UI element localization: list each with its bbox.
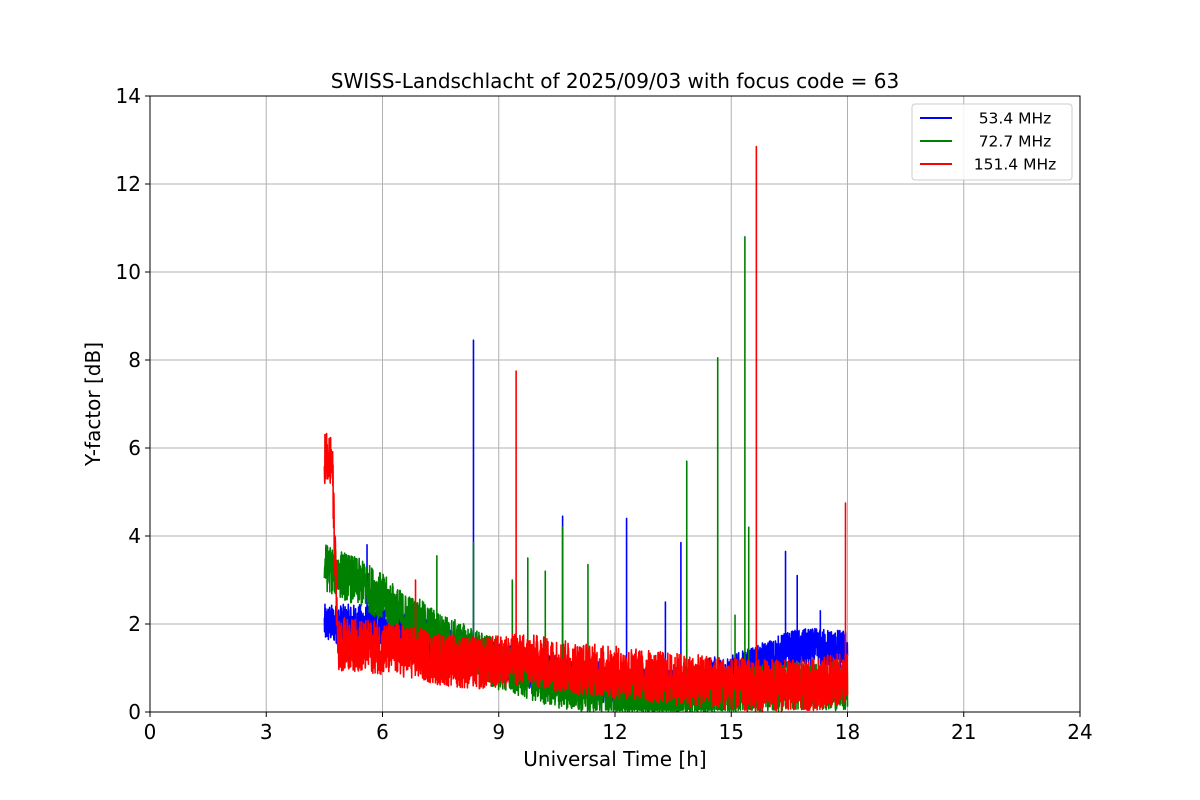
chart-title: SWISS-Landschlacht of 2025/09/03 with fo… [331, 69, 899, 93]
x-tick-label-2: 6 [376, 720, 389, 744]
x-tick-label-3: 9 [492, 720, 505, 744]
series-layer [323, 145, 849, 712]
series-line-2 [323, 145, 849, 712]
x-tick-label-8: 24 [1067, 720, 1092, 744]
legend: 53.4 MHz 72.7 MHz 151.4 MHz [911, 103, 1073, 181]
y-axis-label: Y-factor [dB] [81, 342, 105, 467]
x-tick-label-7: 21 [951, 720, 976, 744]
y-tick-label-2: 4 [128, 524, 141, 548]
y-tick-label-7: 14 [116, 84, 141, 108]
legend-label-1: 72.7 MHz [979, 133, 1052, 151]
y-tick-label-1: 2 [128, 612, 141, 636]
x-tick-label-1: 3 [260, 720, 273, 744]
y-tick-label-5: 10 [116, 260, 141, 284]
y-tick-label-4: 8 [128, 348, 141, 372]
x-tick-label-4: 12 [602, 720, 627, 744]
grid [149, 95, 1081, 713]
x-tick-label-5: 15 [719, 720, 744, 744]
x-axis-label: Universal Time [h] [523, 747, 706, 771]
x-tick-label-0: 0 [144, 720, 157, 744]
legend-label-2: 151.4 MHz [974, 156, 1056, 174]
legend-box [911, 103, 1073, 181]
x-tick-label-6: 18 [835, 720, 860, 744]
y-tick-label-6: 12 [116, 172, 141, 196]
legend-label-0: 53.4 MHz [979, 110, 1052, 128]
y-tick-label-0: 0 [128, 700, 141, 724]
y-tick-label-3: 6 [128, 436, 141, 460]
